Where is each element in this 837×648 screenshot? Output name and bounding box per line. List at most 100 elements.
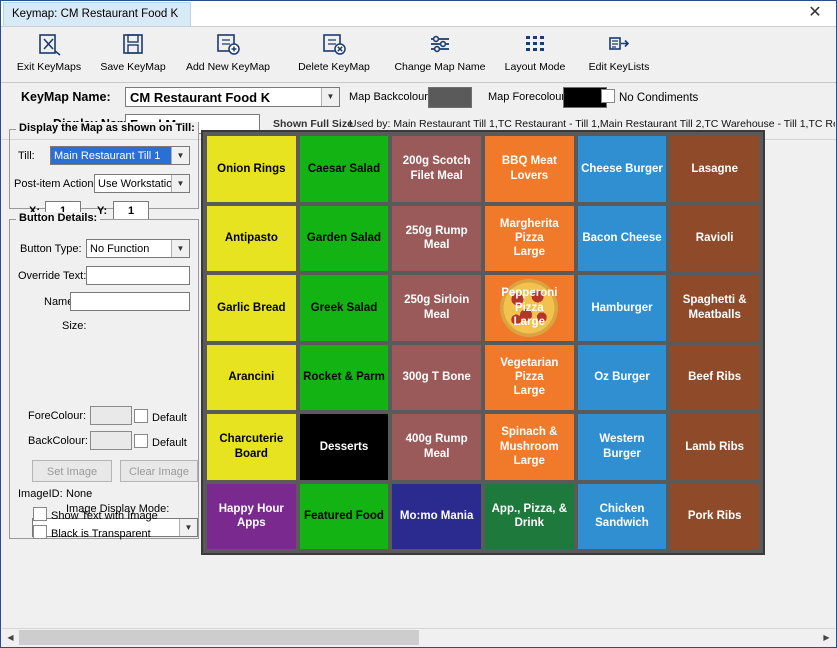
button-type-value: No Function (90, 243, 150, 255)
keymap-cell[interactable]: 250g Rump Meal (392, 205, 481, 271)
delete-keymap-button[interactable]: Delete KeyMap (281, 27, 387, 73)
name-input[interactable] (70, 292, 190, 311)
save-keymap-button[interactable]: Save KeyMap (91, 27, 175, 73)
keymap-cell-label: 250g Sirloin Meal (404, 294, 470, 321)
keymap-cell[interactable]: App., Pizza, & Drink (484, 483, 574, 549)
keymap-cell[interactable]: 300g T Bone (392, 344, 481, 410)
clear-image-button[interactable]: Clear Image (120, 460, 198, 482)
edit-keylists-label: Edit KeyLists (588, 61, 650, 73)
horizontal-scrollbar[interactable]: ◀ ▶ (2, 628, 835, 646)
keymap-cell[interactable]: Western Burger (577, 414, 667, 480)
keymap-cell[interactable]: Lamb Ribs (670, 414, 759, 480)
keymap-name-combo[interactable]: CM Restaurant Food K ▼ (125, 87, 340, 107)
chevron-down-icon[interactable]: ▼ (179, 519, 197, 536)
keymap-cell-label: Arancini (228, 371, 275, 384)
add-new-keymap-button[interactable]: Add New KeyMap (175, 27, 281, 73)
keymap-cell[interactable]: Desserts (299, 414, 389, 480)
no-condiments-checkbox[interactable]: No Condiments (601, 89, 698, 104)
keymap-cell[interactable]: Oz Burger (577, 344, 667, 410)
post-item-action-combo[interactable]: Use Workstation ▼ (94, 174, 190, 193)
keymap-cell[interactable]: Garden Salad (299, 205, 389, 271)
image-display-mode-combo[interactable]: ▼ (32, 518, 198, 537)
scrollbar-thumb[interactable] (19, 630, 419, 645)
keymap-cell[interactable]: 400g Rump Meal (392, 414, 481, 480)
black-is-transparent-checkbox[interactable]: Black is Transparent (33, 525, 151, 540)
edit-keylists-icon (577, 31, 661, 61)
keymap-cell-label: Ravioli (695, 232, 734, 245)
map-backcolour-swatch[interactable] (428, 87, 472, 108)
forecolour-default-checkbox[interactable]: Default (134, 409, 187, 424)
keymap-cell[interactable]: Hamburger (577, 275, 667, 341)
chevron-down-icon[interactable]: ▼ (171, 147, 189, 164)
override-text-label: Override Text: (18, 270, 87, 282)
display-map-group-title: Display the Map as shown on Till: (16, 122, 198, 134)
keymap-cell[interactable]: Antipasto (207, 205, 296, 271)
map-backcolour-label: Map Backcolour: (349, 91, 431, 103)
edit-keylists-button[interactable]: Edit KeyLists (577, 27, 661, 73)
keymap-cell[interactable]: Garlic Bread (207, 275, 296, 341)
keymap-cell[interactable]: Lasagne (670, 136, 759, 202)
keymap-cell[interactable]: Bacon Cheese (577, 205, 667, 271)
keymap-cell[interactable]: Arancini (207, 344, 296, 410)
y-input[interactable]: 1 (113, 201, 149, 220)
window-tab[interactable]: Keymap: CM Restaurant Food K (3, 2, 192, 26)
keymap-cell[interactable]: Vegetarian Pizza Large (484, 344, 574, 410)
layout-mode-icon (493, 31, 577, 61)
keymap-cell-label: Pork Ribs (687, 510, 742, 523)
keymap-cell[interactable]: Spinach & Mushroom Large (484, 414, 574, 480)
till-label: Till: (18, 150, 35, 162)
scroll-right-icon[interactable]: ▶ (818, 629, 835, 646)
keymap-cell[interactable]: Beef Ribs (670, 344, 759, 410)
forecolour-swatch[interactable] (90, 406, 132, 425)
chevron-down-icon[interactable]: ▼ (321, 88, 339, 106)
keymap-cell-label: 200g Scotch Filet Meal (402, 155, 471, 182)
keymap-cell[interactable]: Featured Food (299, 483, 389, 549)
keymap-cell[interactable]: Chicken Sandwich (577, 483, 667, 549)
exit-keymaps-button[interactable]: Exit KeyMaps (7, 27, 91, 73)
keymap-cell[interactable]: 250g Sirloin Meal (392, 275, 481, 341)
keymap-cell[interactable]: 200g Scotch Filet Meal (392, 136, 481, 202)
keymap-cell[interactable]: Mo:mo Mania (392, 483, 481, 549)
chevron-down-icon[interactable]: ▼ (171, 240, 189, 257)
change-map-name-button[interactable]: Change Map Name (387, 27, 493, 73)
keymap-cell-label: Spaghetti & Meatballs (682, 294, 747, 321)
show-text-with-image-checkbox[interactable]: Show Text with Image (33, 507, 158, 522)
keymap-cell[interactable]: Happy Hour Apps (207, 483, 296, 549)
override-text-input[interactable] (86, 266, 190, 285)
keymap-cell[interactable]: BBQ Meat Lovers (484, 136, 574, 202)
keymap-cell-label: Pepperoni Pizza Large (501, 287, 558, 328)
keymap-cell-label: Rocket & Parm (303, 371, 385, 384)
keymap-cell[interactable]: Cheese Burger (577, 136, 667, 202)
keymap-cell-label: Chicken Sandwich (595, 502, 649, 530)
keymap-cell-label: Caesar Salad (307, 162, 381, 175)
keymap-cell[interactable]: Ravioli (670, 205, 759, 271)
keymap-cell[interactable]: Rocket & Parm (299, 344, 389, 410)
keymap-cell[interactable]: Margherita Pizza Large (484, 205, 574, 271)
keymap-cell-label: Antipasto (224, 232, 278, 245)
scroll-left-icon[interactable]: ◀ (2, 629, 19, 646)
keymap-cell[interactable]: Caesar Salad (299, 136, 389, 202)
button-type-combo[interactable]: No Function ▼ (86, 239, 190, 258)
keymap-cell-label: Onion Rings (217, 162, 286, 175)
image-id-label: ImageID: (18, 488, 63, 500)
backcolour-swatch[interactable] (90, 431, 132, 450)
post-item-action-value: Use Workstation (98, 178, 179, 190)
till-combo[interactable]: Main Restaurant Till 1 ▼ (50, 146, 190, 165)
keymap-name-value: CM Restaurant Food K (130, 90, 271, 105)
layout-mode-button[interactable]: Layout Mode (493, 27, 577, 73)
close-icon[interactable]: ✕ (808, 4, 822, 21)
keymap-cell[interactable]: Greek Salad (299, 275, 389, 341)
keymap-cell[interactable]: Charcuterie Board (207, 414, 296, 480)
image-id-value: None (66, 488, 93, 500)
backcolour-default-checkbox[interactable]: Default (134, 434, 187, 449)
exit-keymaps-label: Exit KeyMaps (16, 61, 82, 73)
backcolour-default-label: Default (152, 437, 187, 449)
keymap-cell[interactable]: Pork Ribs (670, 483, 759, 549)
set-image-button[interactable]: Set Image (32, 460, 112, 482)
left-panel: Display the Map as shown on Till: Till: … (9, 122, 199, 544)
chevron-down-icon[interactable]: ▼ (171, 175, 189, 192)
keymap-cell[interactable]: Pepperoni Pizza Large (484, 275, 574, 341)
save-icon (91, 31, 175, 61)
keymap-cell[interactable]: Spaghetti & Meatballs (670, 275, 759, 341)
keymap-cell[interactable]: Onion Rings (207, 136, 296, 202)
